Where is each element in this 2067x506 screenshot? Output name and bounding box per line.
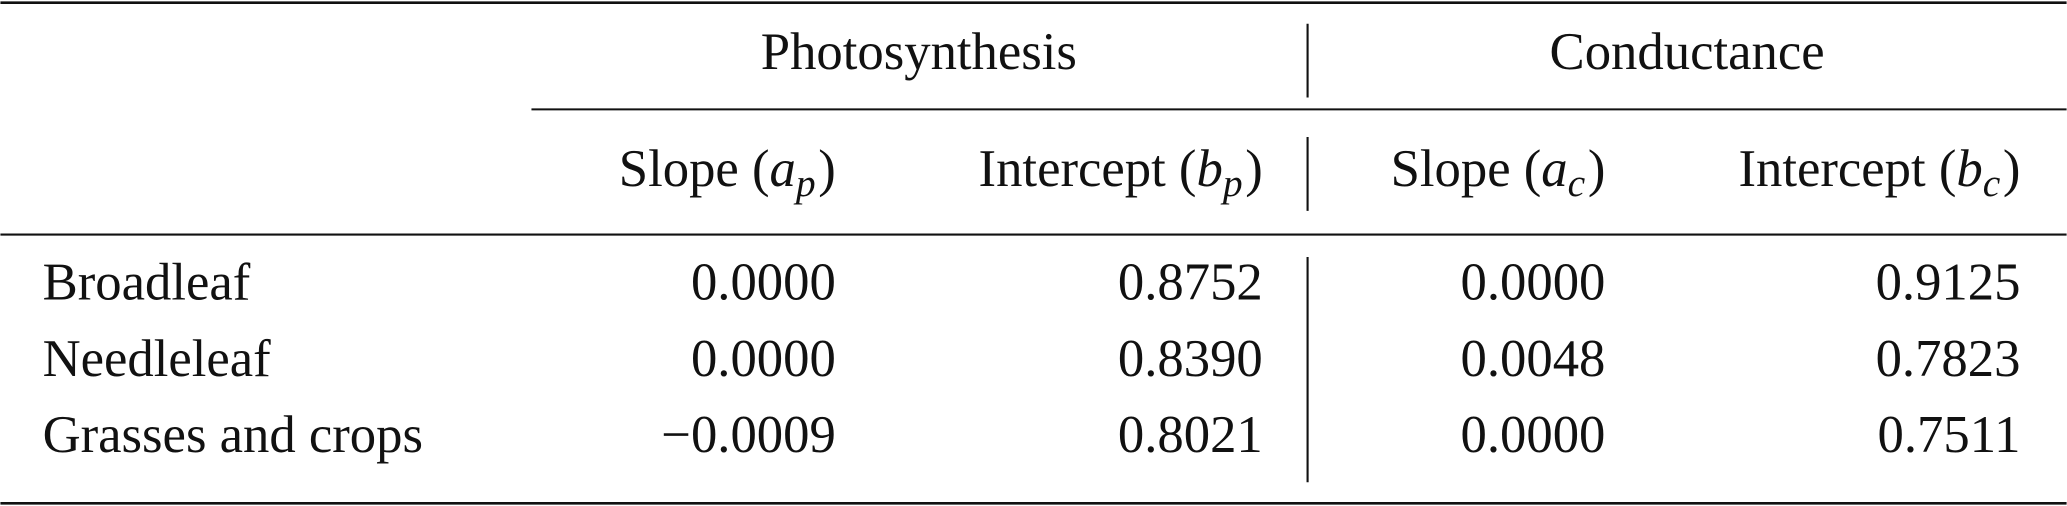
cell-value: 0.0000 [691, 253, 836, 311]
row-label: Grasses and crops [43, 406, 423, 464]
header-symbol: a [1541, 140, 1567, 198]
header-symbol: b [1196, 140, 1222, 198]
group-header: Conductance [1550, 23, 1825, 81]
header-text: ) [2003, 140, 2021, 198]
cell-value: 0.0048 [1460, 330, 1605, 388]
column-header: Slope (ap) [619, 140, 836, 205]
cell-value: 0.0000 [1460, 406, 1605, 464]
cell-value: 0.9125 [1876, 253, 2021, 311]
cell-value: 0.8752 [1118, 253, 1263, 311]
cell-value: 0.7511 [1878, 406, 2021, 464]
header-text: Slope ( [619, 140, 770, 198]
header-symbol: a [770, 140, 796, 198]
header-subscript: p [793, 161, 816, 205]
row-label: Needleleaf [43, 330, 272, 388]
header-subscript: c [1568, 161, 1586, 205]
header-symbol: b [1956, 140, 1982, 198]
cell-value: 0.0000 [1460, 253, 1605, 311]
cell-value: 0.8390 [1118, 330, 1263, 388]
header-text: ) [1245, 140, 1263, 198]
header-text: ) [1588, 140, 1606, 198]
cell-value: 0.0000 [691, 330, 836, 388]
group-header: Photosynthesis [761, 23, 1077, 81]
header-text: Slope ( [1391, 140, 1542, 198]
header-text: Intercept ( [979, 140, 1197, 198]
header-subscript: c [1983, 161, 2001, 205]
column-header: Intercept (bp) [979, 140, 1263, 205]
cell-value: −0.0009 [661, 406, 836, 464]
cell-value: 0.7823 [1876, 330, 2021, 388]
cell-value: 0.8021 [1118, 406, 1263, 464]
column-header: Intercept (bc) [1738, 140, 2020, 205]
header-subscript: p [1220, 161, 1243, 205]
header-text: ) [818, 140, 836, 198]
header-text: Intercept ( [1738, 140, 1956, 198]
column-header: Slope (ac) [1391, 140, 1606, 205]
row-label: Broadleaf [43, 253, 251, 311]
